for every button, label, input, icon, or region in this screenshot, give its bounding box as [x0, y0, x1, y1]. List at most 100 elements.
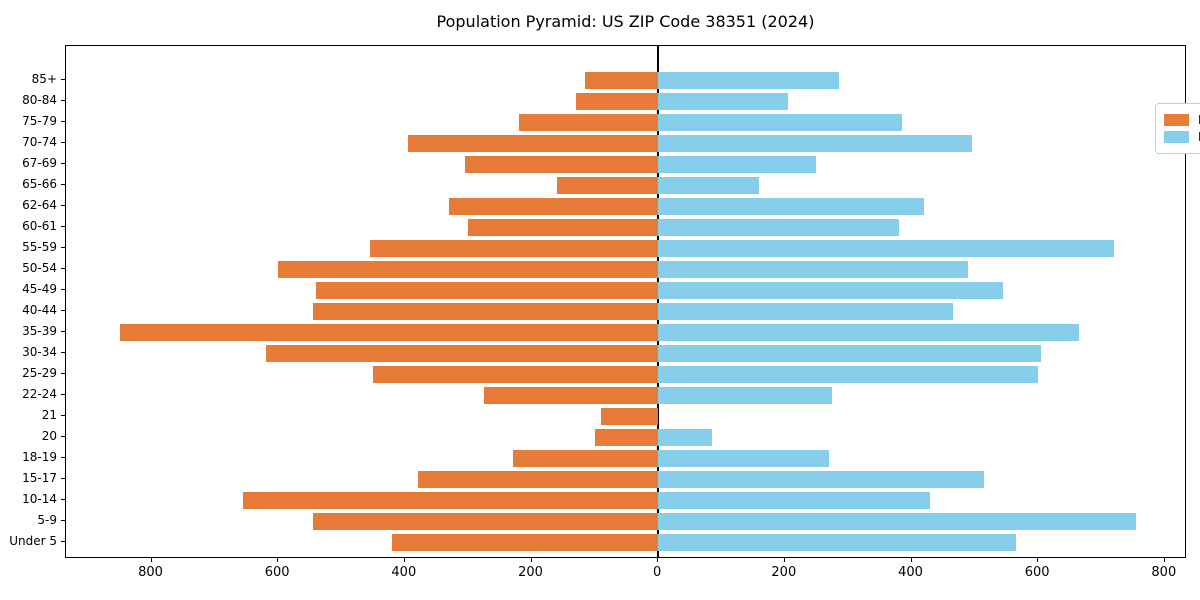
male-bar — [370, 239, 659, 257]
male-bar — [373, 365, 659, 383]
y-axis-tick-label: 35-39 — [22, 324, 57, 338]
female-bar — [658, 302, 953, 320]
female-bar — [658, 239, 1115, 257]
female-bar — [658, 113, 902, 131]
male-swatch-icon — [1164, 114, 1189, 126]
male-bar — [278, 260, 659, 278]
y-axis-tick-label: 75-79 — [22, 114, 57, 128]
y-axis-tick — [61, 142, 65, 143]
chart-title: Population Pyramid: US ZIP Code 38351 (2… — [436, 12, 815, 31]
y-axis-tick-label: 10-14 — [22, 492, 57, 506]
y-axis-tick-label: 30-34 — [22, 345, 57, 359]
x-axis-tick-label: 400 — [898, 565, 923, 580]
male-bar — [594, 428, 659, 446]
female-bar — [658, 365, 1039, 383]
y-axis-tick — [61, 79, 65, 80]
y-axis-tick — [61, 436, 65, 437]
female-bar — [658, 176, 760, 194]
female-swatch-icon — [1164, 131, 1189, 143]
y-axis-tick — [61, 184, 65, 185]
y-axis-tick-label: 55-59 — [22, 240, 57, 254]
male-bar — [601, 407, 659, 425]
y-axis-tick — [61, 226, 65, 227]
y-axis-tick — [61, 415, 65, 416]
y-axis-tick — [61, 478, 65, 479]
x-axis-tick-label: 200 — [771, 565, 797, 580]
female-bar — [658, 491, 931, 509]
x-axis-tick — [150, 558, 152, 562]
y-axis-tick-label: 80-84 — [22, 93, 57, 107]
female-bar — [658, 260, 969, 278]
male-bar — [265, 344, 659, 362]
y-axis-tick — [61, 310, 65, 311]
x-axis-tick-label: 800 — [138, 565, 163, 580]
female-bar — [658, 344, 1042, 362]
y-axis-tick-label: 85+ — [31, 72, 57, 86]
center-axis-line — [657, 46, 660, 557]
female-bar — [658, 92, 788, 110]
y-axis-tick — [61, 205, 65, 206]
legend: Male Female — [1155, 103, 1200, 154]
y-axis-tick — [61, 394, 65, 395]
y-axis-tick-label: 22-24 — [22, 387, 57, 401]
male-bar — [484, 386, 659, 404]
female-bar — [658, 134, 972, 152]
legend-entry-female: Female — [1164, 130, 1200, 144]
female-bar — [658, 470, 985, 488]
male-bar — [575, 92, 659, 110]
female-bar — [658, 386, 833, 404]
male-bar — [585, 71, 659, 89]
x-axis-tick — [403, 558, 405, 562]
male-bar — [468, 218, 659, 236]
female-bar — [658, 449, 830, 467]
female-bar — [658, 323, 1080, 341]
female-bar — [658, 155, 817, 173]
x-axis-tick-label: 800 — [1151, 565, 1177, 580]
x-axis-tick — [277, 558, 279, 562]
male-bar — [417, 470, 659, 488]
y-axis-tick-label: 21 — [41, 408, 57, 422]
y-axis-tick — [61, 457, 65, 458]
y-axis-tick-label: 50-54 — [22, 261, 57, 275]
y-axis-tick-label: 60-61 — [22, 219, 57, 233]
x-axis-tick-label: 0 — [653, 565, 662, 580]
x-axis-tick-label: 600 — [1024, 565, 1050, 580]
y-axis-tick-label: 45-49 — [22, 282, 57, 296]
male-bar — [316, 281, 659, 299]
y-axis-tick — [61, 541, 65, 542]
y-axis-tick-label: 65-66 — [22, 177, 57, 191]
y-axis-tick — [61, 163, 65, 164]
y-axis-tick — [61, 289, 65, 290]
male-bar — [449, 197, 659, 215]
x-axis-tick — [1037, 558, 1039, 562]
y-axis-tick — [61, 331, 65, 332]
male-bar — [392, 533, 659, 551]
female-bar — [658, 71, 839, 89]
male-bar — [518, 113, 659, 131]
male-bar — [512, 449, 659, 467]
y-axis-tick — [61, 499, 65, 500]
y-axis-tick-label: 25-29 — [22, 366, 57, 380]
y-axis-tick-label: 62-64 — [22, 198, 57, 212]
female-bar — [658, 512, 1137, 530]
y-axis-tick-label: Under 5 — [9, 534, 57, 548]
y-axis-tick-label: 40-44 — [22, 303, 57, 317]
female-bar — [658, 218, 899, 236]
legend-label-female: Female — [1198, 130, 1200, 144]
male-bar — [408, 134, 659, 152]
female-bar — [658, 281, 1004, 299]
male-bar — [465, 155, 659, 173]
y-axis-tick-label: 67-69 — [22, 156, 57, 170]
x-axis-tick — [910, 558, 912, 562]
female-bar — [658, 533, 1016, 551]
x-axis-tick — [530, 558, 532, 562]
male-bar — [556, 176, 659, 194]
y-axis-tick-label: 5-9 — [37, 513, 57, 527]
legend-label-male: Male — [1198, 113, 1200, 127]
x-axis-tick-label: 600 — [264, 565, 290, 580]
y-axis-tick-label: 70-74 — [22, 135, 57, 149]
y-axis-tick-label: 15-17 — [22, 471, 57, 485]
y-axis-tick — [61, 121, 65, 122]
y-axis-tick — [61, 247, 65, 248]
male-bar — [313, 302, 659, 320]
